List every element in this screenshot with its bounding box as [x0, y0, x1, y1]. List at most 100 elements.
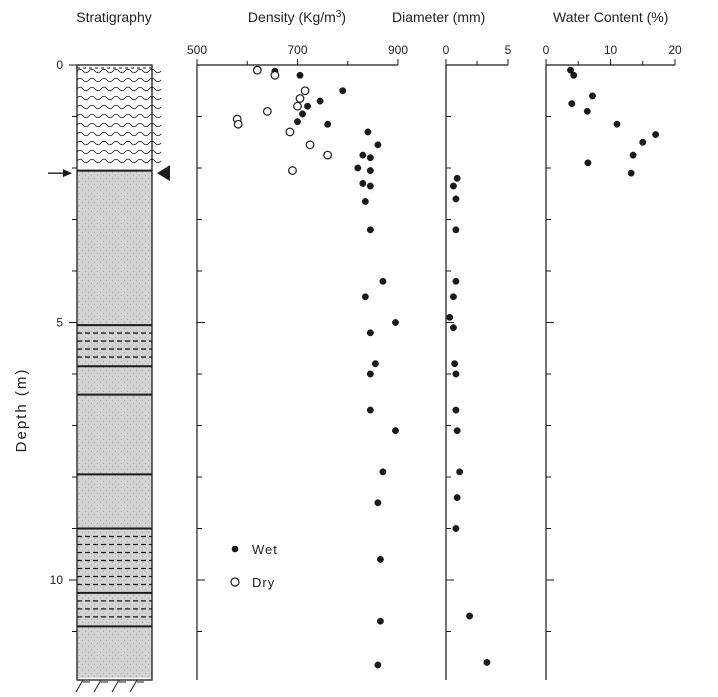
wavy-line	[76, 131, 162, 137]
stratigraphy-markers	[48, 165, 170, 182]
wavy-line	[76, 113, 162, 119]
x-tick-label: 700	[287, 43, 307, 57]
legend: Wet Dry	[230, 542, 278, 590]
data-point	[452, 226, 460, 234]
data-point	[613, 120, 621, 128]
data-point	[453, 427, 461, 435]
data-point	[453, 174, 461, 182]
dry-point	[288, 166, 297, 175]
y-axis-label: Depth (m)	[13, 368, 30, 453]
x-tick-label: 900	[388, 43, 408, 57]
water-content-title: Water Content (%)	[553, 9, 668, 25]
wavy-line	[76, 140, 162, 146]
unit-2	[77, 325, 152, 367]
density-panel: Density (Kg/m3) 500 700 900 Wet Dry	[187, 9, 408, 680]
wavy-line	[76, 158, 162, 164]
data-point	[452, 195, 460, 203]
data-point	[366, 406, 374, 414]
data-point	[374, 661, 382, 669]
x-tick-label: 0	[543, 43, 550, 57]
legend-dry-label: Dry	[252, 575, 275, 590]
unit-5	[77, 474, 152, 529]
legend-wet-label: Wet	[252, 542, 278, 557]
bedrock-hatch	[93, 679, 102, 693]
unit-7	[77, 592, 152, 627]
data-point	[374, 499, 382, 507]
data-point	[354, 164, 362, 172]
density-plot: 500 700 900	[187, 43, 408, 680]
density-title: Density (Kg/m3)	[248, 9, 346, 25]
data-point	[639, 138, 647, 146]
wavy-line	[76, 68, 162, 74]
data-point	[371, 360, 379, 368]
data-point	[583, 107, 591, 115]
data-point	[359, 151, 367, 159]
dry-point	[300, 86, 310, 96]
depth-axis: 0 5 10	[50, 58, 77, 632]
wavy-line	[76, 86, 162, 92]
dry-point	[252, 65, 262, 75]
data-point	[629, 151, 637, 159]
depth-tick-label: 0	[56, 58, 63, 72]
data-point	[376, 617, 384, 625]
diameter-title: Diameter (mm)	[392, 9, 485, 25]
data-point	[570, 71, 578, 79]
data-point	[627, 169, 635, 177]
wavy-line	[76, 122, 162, 128]
data-point	[379, 277, 387, 285]
unit-1	[77, 170, 152, 326]
data-point	[361, 198, 369, 205]
unit-0	[77, 65, 152, 171]
data-point	[294, 118, 301, 126]
data-point	[366, 167, 374, 175]
water-content-panel: Water Content (%) 0 10 20	[543, 9, 682, 680]
data-point	[584, 159, 592, 167]
x-tick-label: 500	[187, 43, 207, 57]
data-point	[449, 324, 457, 332]
data-point	[304, 102, 311, 110]
wavy-line	[76, 95, 162, 101]
column-frame	[76, 64, 153, 681]
data-point	[296, 71, 304, 79]
legend-dry-marker	[230, 577, 240, 587]
data-point	[366, 154, 374, 162]
data-point	[453, 494, 461, 502]
data-point	[567, 66, 574, 74]
unit-4	[77, 394, 152, 475]
data-point	[376, 555, 384, 563]
data-point	[366, 182, 374, 190]
dry-point	[270, 70, 280, 80]
x-tick-label: 5	[505, 43, 512, 57]
data-point	[366, 226, 374, 234]
data-point	[379, 468, 387, 476]
data-point	[299, 110, 306, 118]
water-content-plot: 0 10 20	[543, 43, 682, 680]
wavy-line	[76, 149, 162, 155]
data-point	[451, 360, 459, 368]
bedrock-hatch	[111, 679, 120, 693]
data-point	[366, 329, 374, 337]
data-point	[359, 180, 367, 187]
data-point	[361, 293, 369, 301]
data-point	[324, 120, 332, 128]
data-point	[339, 87, 347, 95]
boundary-triangle-marker	[157, 165, 170, 182]
data-point	[456, 468, 464, 476]
data-point	[392, 319, 399, 326]
stratigraphy-panel: Stratigraphy 0 5 10	[48, 9, 170, 693]
x-tick-label: 20	[668, 43, 682, 57]
dry-point	[295, 94, 305, 103]
data-point	[452, 406, 460, 414]
data-point	[449, 293, 457, 301]
data-point	[568, 100, 576, 108]
data-point	[364, 128, 372, 136]
dry-point	[233, 119, 243, 129]
data-point	[446, 313, 454, 321]
data-point	[588, 92, 596, 100]
stratigraphy-column	[75, 64, 162, 693]
dry-point	[262, 106, 272, 116]
data-point	[452, 525, 460, 532]
unit-3	[77, 366, 152, 395]
